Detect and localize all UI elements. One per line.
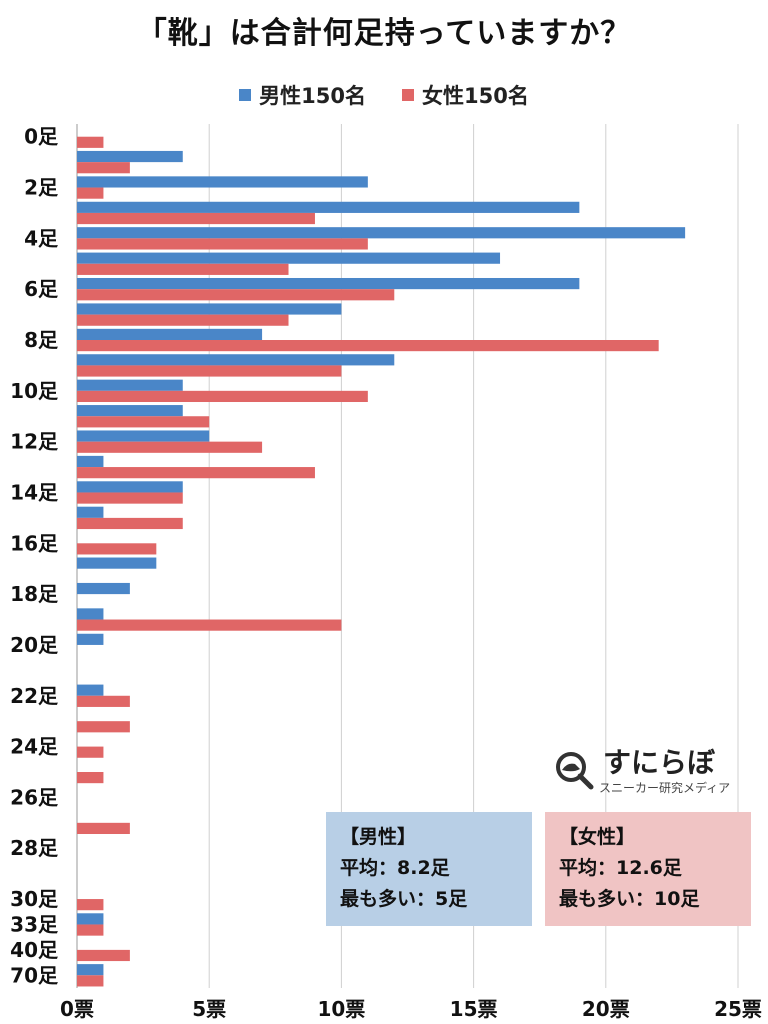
bar-male: [77, 201, 580, 213]
bar-male: [77, 582, 130, 595]
bar-female: [77, 492, 183, 504]
legend-item-female: 女性150名: [402, 80, 529, 110]
bar-male: [77, 379, 183, 391]
bar-male: [77, 506, 104, 518]
bar-male: [77, 964, 104, 976]
y-tick-label: 24足: [10, 735, 59, 759]
bar-male: [77, 455, 104, 468]
bar-male: [77, 430, 210, 442]
y-tick-label: 0足: [24, 125, 59, 149]
bar-female: [77, 695, 130, 707]
bar-female: [77, 340, 659, 352]
bar-male: [77, 608, 104, 620]
bar-male: [77, 227, 686, 239]
x-tick-label: 0票: [60, 997, 94, 1021]
y-tick-label: 4足: [24, 226, 59, 250]
y-tick-label: 33足: [10, 912, 59, 936]
bar-male: [77, 557, 157, 569]
y-tick-label: 6足: [24, 277, 59, 301]
y-tick-label: 14足: [10, 480, 59, 504]
bar-female: [77, 238, 368, 250]
bar-male: [77, 354, 395, 366]
legend-swatch-female: [402, 89, 414, 101]
logo-subtitle: スニーカー研究メディア: [599, 781, 731, 795]
y-tick-label: 16足: [10, 531, 59, 555]
x-tick-label: 5票: [192, 997, 226, 1021]
chart-title: 「靴」は合計何足持っていますか？: [136, 16, 632, 51]
male-summary-mode: 最も多い：5足: [340, 888, 468, 910]
y-tick-label: 18足: [10, 582, 59, 606]
bar-male: [77, 481, 183, 493]
bar-male: [77, 405, 183, 417]
male-summary-box: 【男性】 平均：8.2足 最も多い：5足: [326, 812, 532, 926]
bar-female: [77, 390, 368, 403]
y-tick-label: 70足: [10, 963, 59, 987]
male-summary-average: 平均：8.2足: [340, 857, 450, 879]
bar-female: [77, 924, 104, 936]
bar-female: [77, 187, 104, 199]
bar-male: [77, 633, 104, 645]
bar-male: [77, 277, 580, 290]
y-tick-label: 20足: [10, 633, 59, 657]
y-tick-label: 30足: [10, 887, 59, 911]
y-tick-label: 12足: [10, 430, 59, 454]
legend-swatch-male: [239, 89, 252, 101]
bar-female: [77, 289, 395, 301]
bar-male: [77, 252, 501, 264]
female-summary-mode: 最も多い：10足: [559, 888, 700, 910]
x-tick-label: 10票: [317, 997, 365, 1021]
bar-female: [77, 975, 104, 987]
bar-female: [77, 822, 130, 835]
site-logo: すにらぼ スニーカー研究メディア: [553, 745, 753, 805]
bar-female: [77, 136, 104, 148]
y-tick-label: 28足: [10, 836, 59, 860]
female-summary-header: 【女性】: [559, 826, 636, 848]
sneaker-magnifier-icon: [556, 752, 594, 790]
bar-female: [77, 314, 289, 326]
y-tick-label: 2足: [24, 176, 59, 200]
bar-female: [77, 619, 342, 631]
bar-female: [77, 543, 157, 555]
x-tick-label: 15票: [450, 997, 498, 1021]
y-tick-label: 22足: [10, 684, 59, 708]
bar-male: [77, 176, 368, 188]
y-tick-label: 8足: [24, 328, 59, 352]
x-tick-label: 25票: [714, 997, 762, 1021]
bar-female: [77, 949, 130, 962]
bar-male: [77, 684, 104, 696]
x-tick-label: 20票: [582, 997, 630, 1021]
legend-label-male: 男性150名: [259, 84, 366, 108]
y-tick-label: 10足: [10, 379, 59, 403]
bar-female: [77, 441, 263, 453]
bar-female: [77, 365, 342, 377]
y-tick-label: 26足: [10, 785, 59, 809]
bar-male: [77, 150, 183, 163]
y-tick-label: 40足: [10, 938, 59, 962]
bar-female: [77, 899, 104, 911]
bar-male: [77, 303, 342, 315]
bar-female: [77, 416, 210, 428]
bar-female: [77, 263, 289, 275]
bar-female: [77, 517, 183, 530]
legend-item-male: 男性150名: [239, 80, 366, 110]
male-summary-header: 【男性】: [340, 826, 417, 848]
bar-male: [77, 913, 104, 925]
logo-name: すにらぼ: [603, 746, 716, 779]
female-summary-box: 【女性】 平均：12.6足 最も多い：10足: [545, 812, 751, 926]
bar-male: [77, 328, 263, 340]
female-summary-average: 平均：12.6足: [559, 857, 682, 879]
bar-female: [77, 467, 315, 479]
bar-female: [77, 746, 104, 758]
bar-female: [77, 721, 130, 733]
bar-female: [77, 772, 104, 784]
legend-label-female: 女性150名: [422, 84, 529, 108]
bar-female: [77, 212, 315, 225]
bar-female: [77, 162, 130, 174]
chart-legend: 男性150名 女性150名: [0, 80, 768, 110]
